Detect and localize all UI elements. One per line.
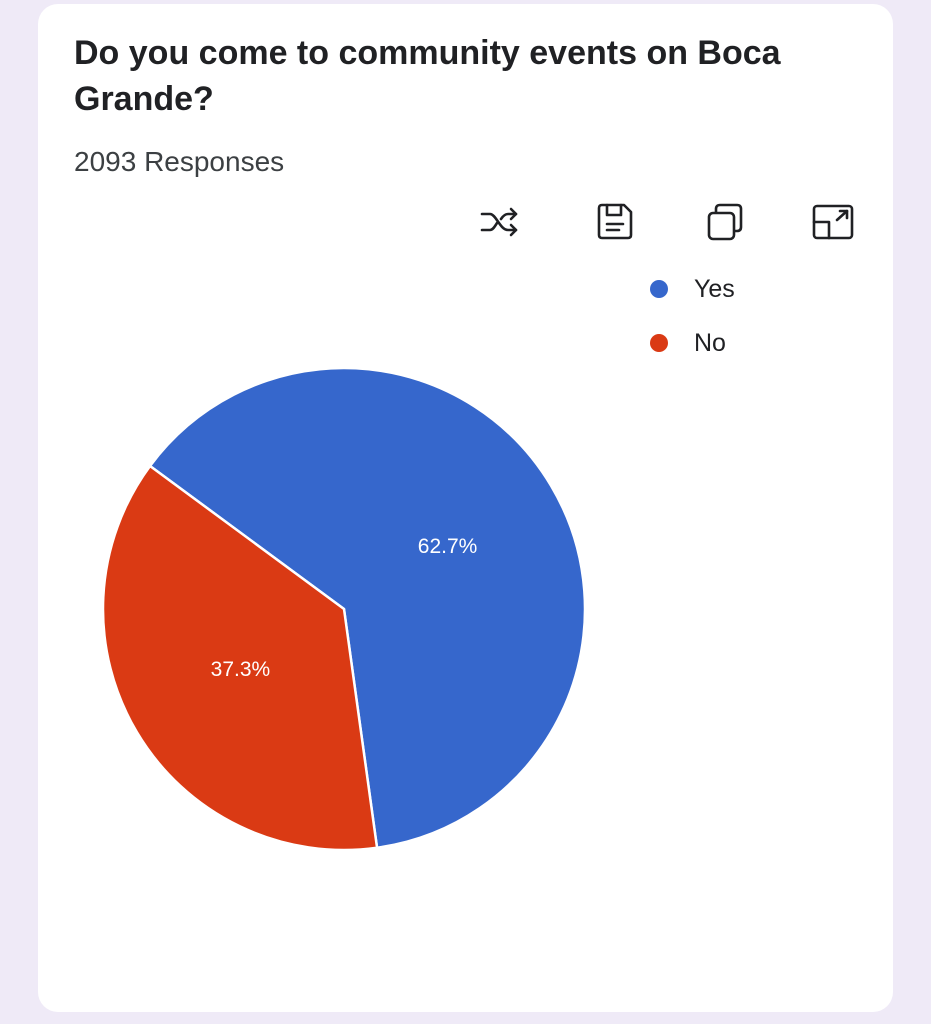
pie-slice-no[interactable] [101,464,379,852]
pie-label-no: 37.3% [211,658,271,681]
legend-item-yes: Yes [650,262,735,316]
chart-legend: Yes No [650,262,735,370]
legend-label-no: No [694,328,726,357]
legend-item-no: No [650,316,735,370]
legend-swatch-no [650,334,668,352]
question-title: Do you come to community events on Boca … [74,34,781,118]
pie-chart: 62.7% 37.3% [101,366,587,852]
pie-slice-yes[interactable] [148,366,587,849]
shuffle-button[interactable] [476,198,524,246]
legend-swatch-yes [650,280,668,298]
copy-button[interactable] [701,198,749,246]
save-icon [597,203,633,240]
copy-icon [707,203,743,241]
response-count: 2093 Responses [74,146,285,177]
save-button[interactable] [591,198,639,246]
expand-icon [812,204,854,240]
chart-card: Do you come to community events on Boca … [38,4,893,1012]
shuffle-icon [480,207,518,237]
expand-button[interactable] [809,198,857,246]
pie-label-yes: 62.7% [418,535,478,558]
legend-label-yes: Yes [694,274,735,303]
